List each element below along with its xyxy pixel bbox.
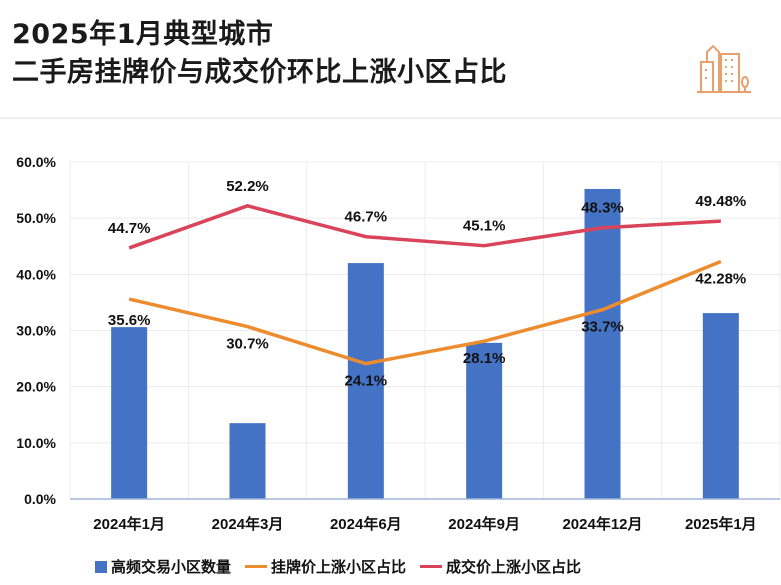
data-label: 24.1%: [345, 373, 388, 390]
x-tick-label: 2024年1月: [93, 515, 165, 533]
line-series: [128, 204, 721, 250]
y-tick-label: 0.0%: [24, 491, 56, 507]
x-tick-label: 2024年6月: [330, 515, 402, 533]
title-line-1: 2025年1月典型城市: [12, 19, 274, 50]
city-buildings-icon: [697, 44, 751, 93]
x-tick-label: 2024年9月: [448, 515, 520, 533]
bar: [229, 423, 266, 499]
legend-item-bar: 高频交易小区数量: [95, 556, 231, 577]
data-label: 45.1%: [463, 218, 506, 235]
legend-item-listing: 挂牌价上涨小区占比: [245, 556, 406, 577]
legend: 高频交易小区数量 挂牌价上涨小区占比 成交价上涨小区占比: [95, 556, 581, 577]
legend-swatch: [420, 565, 443, 568]
divider: [0, 117, 781, 119]
data-label: 52.2%: [226, 178, 269, 195]
x-tick-label: 2024年3月: [212, 515, 284, 533]
y-tick-label: 30.0%: [16, 323, 56, 339]
bar: [466, 342, 503, 499]
data-label: 35.6%: [108, 312, 151, 329]
chart: 0.0% 10.0% 20.0% 30.0% 40.0% 50.0% 60.0% 2024年1…: [16, 154, 781, 533]
data-label: 33.7%: [581, 319, 624, 336]
data-label: 46.7%: [345, 209, 388, 226]
data-label: 28.1%: [463, 350, 506, 367]
legend-item-deal: 成交价上涨小区占比: [420, 556, 581, 577]
line-series: [128, 259, 722, 366]
y-tick-label: 20.0%: [16, 379, 56, 395]
bar: [111, 327, 148, 499]
y-tick-label: 40.0%: [16, 266, 56, 282]
data-label: 44.7%: [108, 220, 151, 237]
x-tick-label: 2024年12月: [562, 515, 642, 533]
data-label: 49.48%: [695, 193, 746, 210]
legend-swatch: [245, 565, 268, 568]
x-tick-label: 2025年1月: [685, 515, 757, 533]
legend-label: 高频交易小区数量: [111, 558, 232, 576]
y-tick-label: 60.0%: [16, 154, 56, 170]
legend-swatch: [95, 560, 107, 573]
legend-label: 成交价上涨小区占比: [446, 558, 582, 576]
data-label: 42.28%: [695, 271, 746, 288]
bar: [347, 263, 384, 499]
legend-label: 挂牌价上涨小区占比: [271, 558, 407, 576]
title-line-2: 二手房挂牌价与成交价环比上涨小区占比: [12, 57, 507, 88]
y-tick-label: 10.0%: [16, 435, 56, 451]
y-tick-label: 50.0%: [16, 210, 56, 226]
bar: [584, 188, 621, 499]
data-label: 48.3%: [581, 200, 624, 217]
data-label: 30.7%: [226, 336, 269, 353]
bar: [702, 313, 739, 499]
chart-title: 2025年1月典型城市 二手房挂牌价与成交价环比上涨小区占比: [12, 16, 507, 92]
